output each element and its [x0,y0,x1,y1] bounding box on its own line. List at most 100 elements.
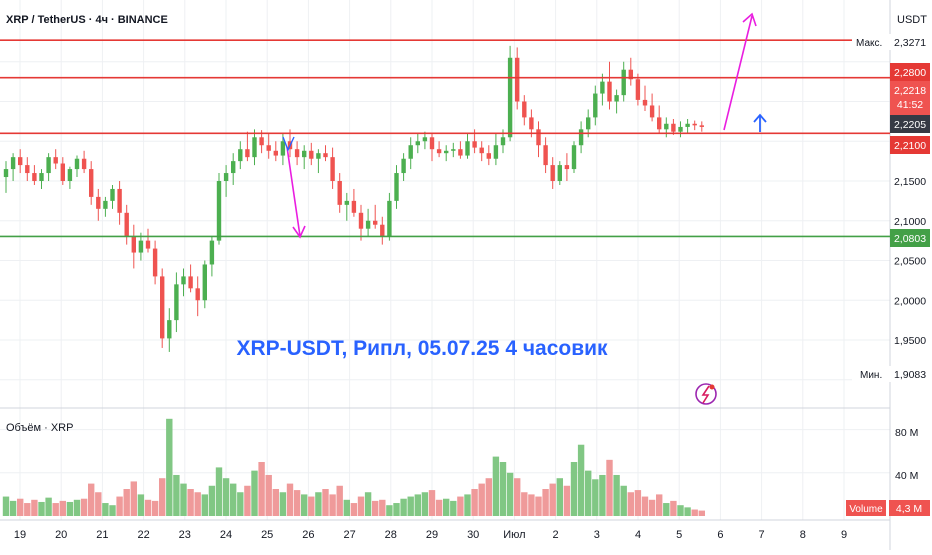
up-arrow-line[interactable] [723,15,753,131]
candle-body [543,145,548,166]
time-axis-label: 6 [717,529,723,541]
volume-bar [45,497,52,516]
candle [238,141,243,170]
time-axis-label: 23 [179,529,191,541]
price-axis-ticks: 2,1500 2,1000 2,0500 2,0000 1,9500 [894,176,926,347]
chart-annotation[interactable]: XRP-USDT, Рипл, 05.07.25 4 часовик [236,337,608,360]
candle-body [266,145,271,151]
candle [458,141,463,159]
candle-body [110,188,115,201]
candle [493,133,499,166]
volume-panel-title[interactable]: Объём · XRP [6,422,73,434]
candle-body [53,157,58,164]
volume-bar [201,494,208,516]
time-axis-label: 28 [385,529,397,541]
candle [316,149,321,174]
chart-grid [0,0,890,520]
candle-body [621,69,626,96]
time-axis-label: 25 [261,529,273,541]
volume-bar [173,474,180,516]
volume-bar [215,467,223,516]
volume-bar [2,496,10,516]
volume-bar [130,481,137,516]
candle-body [493,145,499,159]
candle [642,85,648,112]
candle [209,236,215,277]
volume-bar [343,499,350,516]
volume-bar [478,483,485,516]
time-axis-label: 27 [343,529,355,541]
countdown-value: 41:52 [897,99,923,111]
candle-body [422,137,428,142]
time-axis-label: 7 [759,529,765,541]
candle-body [657,117,662,130]
volume-bar [222,478,230,516]
candle-body [699,125,704,127]
volume-bar [542,489,549,516]
candle-body [550,165,555,181]
line-low-value: 2,0803 [894,233,926,245]
symbol-title[interactable]: XRP / TetherUS · 4ч · BINANCE [6,14,168,26]
volume-bar [570,462,578,516]
line-high-value: 2,2800 [894,67,926,79]
candle [323,145,328,162]
candle-body [323,153,328,158]
candle-body [39,173,44,181]
volume-bar [648,499,656,516]
time-axis-label: 2 [553,529,559,541]
candle [635,73,641,106]
volume-bar [95,492,102,516]
volume-bar [485,478,492,516]
min-badge: Мин. 1,9083 [852,366,930,382]
candle-body [578,129,584,146]
volume-bar [450,500,457,516]
candle [294,141,300,166]
candle [245,131,250,162]
volume-bar [663,503,670,516]
candle [10,153,16,181]
candle-body [515,57,520,102]
volume-bar [514,478,521,516]
candle [67,166,73,189]
drawing-arrows[interactable] [282,12,767,239]
candle-body [642,99,648,106]
candle [401,153,406,181]
volume-axis-label-40: 40 M [895,470,918,482]
candle [415,133,420,154]
line-high-badge: 2,2800 [890,63,930,81]
max-badge: Макс. 2,3271 [852,34,930,50]
candle [557,161,562,185]
candles [3,45,704,352]
candle-body [302,150,307,158]
volume-bar [684,507,691,516]
volume-bar [336,485,343,516]
volume-bar [24,503,31,516]
candle-body [280,141,286,156]
candle-body [216,181,222,241]
volume-bar [364,492,372,516]
volume-bar [251,470,258,516]
candle-body [167,320,172,339]
down-arrow-line[interactable] [286,146,301,237]
volume-bar [443,498,450,516]
candle-body [500,137,506,146]
candle [593,85,598,126]
candle [46,153,51,181]
candle-body [692,123,697,126]
candle-body [195,288,200,301]
volume-bar [194,492,201,516]
candle-body [408,145,413,159]
volume-bar [641,496,649,516]
candle-body [209,240,215,265]
candle [607,61,612,110]
volume-bar [372,500,379,516]
candle [25,157,30,181]
lightning-icon[interactable] [695,383,717,405]
volume-bar [123,489,130,516]
last-price-value: 2,2205 [894,119,926,131]
candle-body [238,149,243,162]
volume-bar [535,496,542,516]
candle-body [614,95,619,102]
volume-bar [286,483,294,516]
candle [152,240,158,285]
